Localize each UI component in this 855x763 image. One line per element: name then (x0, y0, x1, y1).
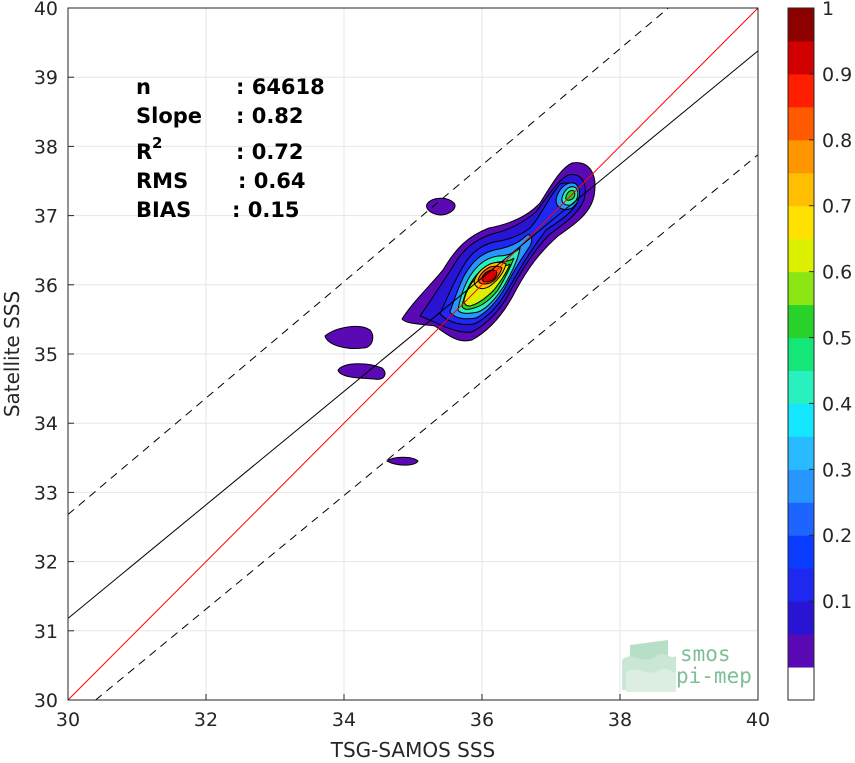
colorbar-segment (788, 370, 814, 404)
stat-n-value: : 64618 (236, 75, 325, 99)
colorbar-tick-label: 0.1 (822, 591, 852, 613)
density-contours (324, 162, 596, 466)
colorbar-segment (788, 304, 814, 339)
stat-r2-key: R (136, 140, 152, 164)
y-tick-labels: 30 31 32 33 34 35 36 37 38 39 40 (34, 0, 74, 712)
stat-bias-key: BIAS (136, 198, 191, 222)
colorbar-segment (788, 73, 814, 108)
lower_bound-line (95, 154, 758, 700)
y-tick-label: 33 (34, 482, 58, 504)
colorbar-tick-label: 0.4 (822, 393, 852, 415)
colorbar-tick-labels: 0.1 0.2 0.3 0.4 0.5 0.6 0.7 0.8 0.9 1 (809, 0, 852, 613)
colorbar-segment (788, 601, 814, 635)
colorbar-segment (788, 403, 814, 437)
upper_bound-line (68, 8, 669, 515)
y-tick-label: 35 (34, 344, 58, 366)
colorbar-segment (788, 502, 814, 536)
colorbar-tick-label: 1 (822, 0, 834, 20)
colorbar-segment (788, 40, 814, 75)
contour-blob (386, 456, 419, 466)
stat-rms-value: : 0.64 (238, 169, 306, 193)
colorbar-tick-label: 0.3 (822, 459, 852, 481)
stat-slope-value: : 0.82 (236, 104, 304, 128)
colorbar-tick-label: 0.5 (822, 328, 852, 350)
colorbar-segment (788, 337, 814, 371)
y-tick-label: 40 (34, 0, 58, 20)
x-tick-label: 40 (746, 709, 770, 731)
colorbar-tick-label: 0.8 (822, 130, 852, 152)
stat-bias-value: : 0.15 (232, 198, 300, 222)
stat-r2-value: : 0.72 (236, 140, 304, 164)
logo-line1: smos (680, 642, 731, 666)
colorbar-segment (788, 8, 814, 42)
y-tick-label: 38 (34, 136, 58, 158)
regression-line (68, 50, 758, 619)
colorbar-segment (788, 667, 814, 701)
x-tick-label: 36 (470, 709, 494, 731)
x-tick-labels: 30 32 34 36 38 40 (56, 694, 770, 731)
logo-waves-icon (622, 640, 676, 692)
y-axis-label: Satellite SSS (0, 291, 24, 417)
colorbar-segment (788, 271, 814, 306)
colorbar-segment (788, 535, 814, 569)
colorbar-segment (788, 106, 814, 141)
colorbar-segment (788, 205, 814, 240)
y-tick-label: 30 (34, 690, 58, 712)
stat-rms-key: RMS (136, 169, 188, 193)
colorbar-frame (787, 7, 815, 701)
colorbar-segment (788, 469, 814, 503)
y-tick-label: 34 (34, 413, 58, 435)
stat-slope-key: Slope (136, 104, 202, 128)
colorbar-tick-label: 0.6 (822, 262, 852, 284)
x-axis-label: TSG-SAMOS SSS (330, 738, 496, 762)
stats-box: n : 64618 Slope : 0.82 R 2 : 0.72 RMS : … (136, 75, 325, 222)
reference-lines (68, 8, 758, 700)
colorbar-segment (788, 634, 814, 668)
x-tick-label: 38 (608, 709, 632, 731)
contour-blob (324, 325, 374, 349)
colorbar-segment (788, 139, 814, 174)
colorbar-tick-label: 0.9 (822, 64, 852, 86)
identity-line (68, 8, 758, 700)
stat-r2-sup: 2 (152, 134, 162, 152)
y-tick-label: 39 (34, 67, 58, 89)
smos-pi-mep-logo: smos pi-mep (622, 640, 752, 692)
logo-line2: pi-mep (676, 664, 752, 688)
colorbar-segment (788, 238, 814, 273)
y-tick-label: 31 (34, 621, 58, 643)
colorbar-tick-label: 0.2 (822, 525, 852, 547)
colorbar-tick-label: 0.7 (822, 196, 852, 218)
x-tick-label: 30 (56, 709, 80, 731)
y-tick-label: 37 (34, 206, 58, 228)
x-tick-label: 32 (194, 709, 218, 731)
contour-blob (426, 197, 456, 216)
colorbar (788, 8, 814, 701)
y-tick-label: 36 (34, 275, 58, 297)
colorbar-segment (788, 568, 814, 602)
colorbar-segment (788, 172, 814, 207)
colorbar-segment (788, 436, 814, 470)
y-tick-label: 32 (34, 552, 58, 574)
x-tick-label: 34 (332, 709, 356, 731)
stat-n-key: n (136, 75, 151, 99)
